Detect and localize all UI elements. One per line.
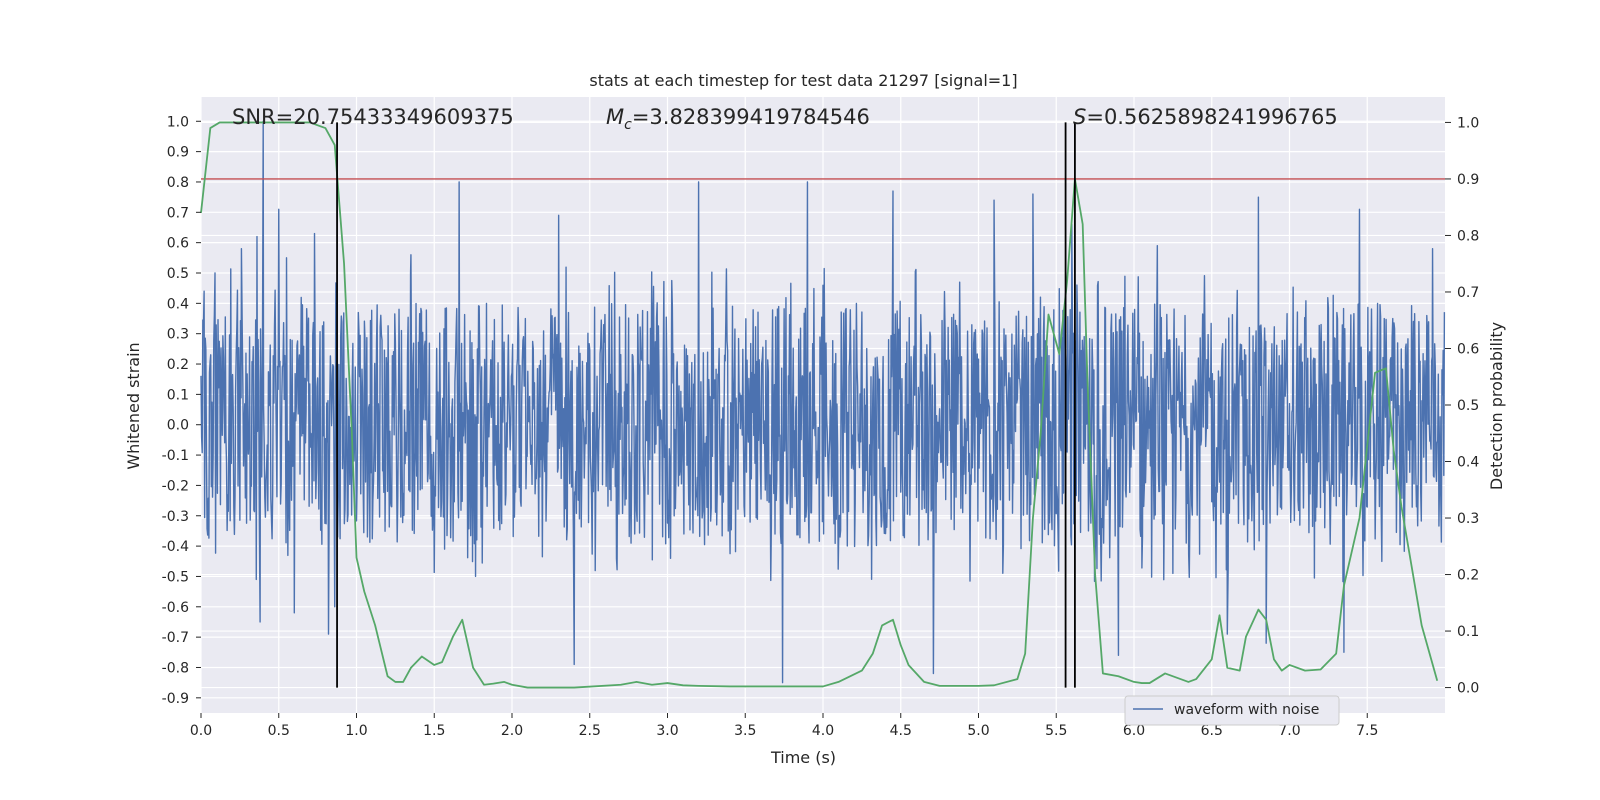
x-tick-label: 1.5 [423, 723, 445, 739]
chirp-mass-symbol: M [606, 105, 624, 129]
x-tick-label: 5.5 [1045, 723, 1067, 739]
y-tick-label: 0.4 [167, 296, 189, 312]
y-tick-label: -0.7 [162, 630, 189, 646]
x-tick-label: 1.0 [345, 723, 367, 739]
s-value: =0.5625898241996765 [1086, 105, 1337, 129]
snr-annotation: SNR=20.75433349609375 [232, 105, 514, 129]
y-tick-label: -0.6 [162, 600, 189, 616]
x-tick-label: 2.5 [579, 723, 601, 739]
y-tick-label: 0.9 [167, 145, 189, 161]
x-tick-label: 6.5 [1201, 723, 1223, 739]
y-tick-label: 0.0 [167, 418, 189, 434]
y-right-tick-label: 0.8 [1457, 228, 1479, 244]
s-annotation: S=0.5625898241996765 [1073, 105, 1338, 129]
y-tick-label: 0.1 [167, 387, 189, 403]
y-tick-label: 0.5 [167, 266, 189, 282]
y-tick-label: -0.9 [162, 691, 189, 707]
x-tick-label: 0.5 [268, 723, 290, 739]
y-tick-label: 0.3 [167, 327, 189, 343]
y-right-tick-label: 0.9 [1457, 172, 1479, 188]
y-axis-right-label: Detection probability [1487, 322, 1506, 490]
y-tick-label: -0.5 [162, 569, 189, 585]
y-axis-label: Whitened strain [124, 342, 143, 469]
waveform-line [200, 120, 1446, 684]
y-right-tick-label: 0.0 [1457, 681, 1479, 697]
probability-line [200, 121, 1439, 689]
y-tick-label: 0.7 [167, 205, 189, 221]
x-tick-label: 4.0 [812, 723, 834, 739]
event-markers [336, 122, 1076, 688]
y-tick-label: 0.8 [167, 175, 189, 191]
legend-box [1124, 695, 1340, 726]
y-tick-label: 0.6 [167, 236, 189, 252]
y-right-tick-label: 0.1 [1457, 624, 1479, 640]
probability-series [200, 121, 1439, 689]
y-tick-label: 1.0 [167, 114, 189, 130]
x-tick-label: 3.0 [656, 723, 678, 739]
waveform-series [200, 120, 1446, 684]
legend-entry: waveform with noise [1174, 702, 1319, 718]
y-right-tick-label: 1.0 [1457, 115, 1479, 131]
y-right-tick-label: 0.2 [1457, 568, 1479, 584]
x-tick-label: 3.5 [734, 723, 756, 739]
x-tick-label: 6.0 [1123, 723, 1145, 739]
chart-title: stats at each timestep for test data 212… [589, 71, 1017, 90]
y-tick-label: -0.8 [162, 660, 189, 676]
y-right-tick-label: 0.4 [1457, 455, 1479, 471]
y-tick-label: -0.3 [162, 509, 189, 525]
y-right-tick-label: 0.5 [1457, 398, 1479, 414]
axis-ticks: 0.0 0.5 1.0 1.5 2.0 2.5 3.0 3.5 4.0 4.5 5.0 5.5 6.0 6… [162, 114, 1480, 739]
y-tick-label: -0.4 [162, 539, 189, 555]
y-right-tick-label: 0.3 [1457, 511, 1479, 527]
x-tick-label: 7.0 [1278, 723, 1300, 739]
y-right-tick-label: 0.6 [1457, 341, 1479, 357]
y-tick-label: -0.2 [162, 478, 189, 494]
x-tick-label: 0.0 [190, 723, 212, 739]
y-right-tick-label: 0.7 [1457, 285, 1479, 301]
y-tick-label: -0.1 [162, 448, 189, 464]
legend: waveform with noise [1124, 695, 1340, 726]
s-symbol: S [1073, 105, 1086, 129]
chirp-mass-value: =3.828399419784546 [632, 105, 870, 129]
chirp-mass-subscript: c [624, 117, 632, 133]
x-tick-label: 4.5 [890, 723, 912, 739]
x-axis-label: Time (s) [770, 748, 836, 767]
chirp-mass-annotation: Mc=3.828399419784546 [606, 105, 870, 133]
y-tick-label: 0.2 [167, 357, 189, 373]
x-tick-label: 5.0 [967, 723, 989, 739]
x-tick-label: 7.5 [1356, 723, 1378, 739]
x-tick-label: 2.0 [501, 723, 523, 739]
